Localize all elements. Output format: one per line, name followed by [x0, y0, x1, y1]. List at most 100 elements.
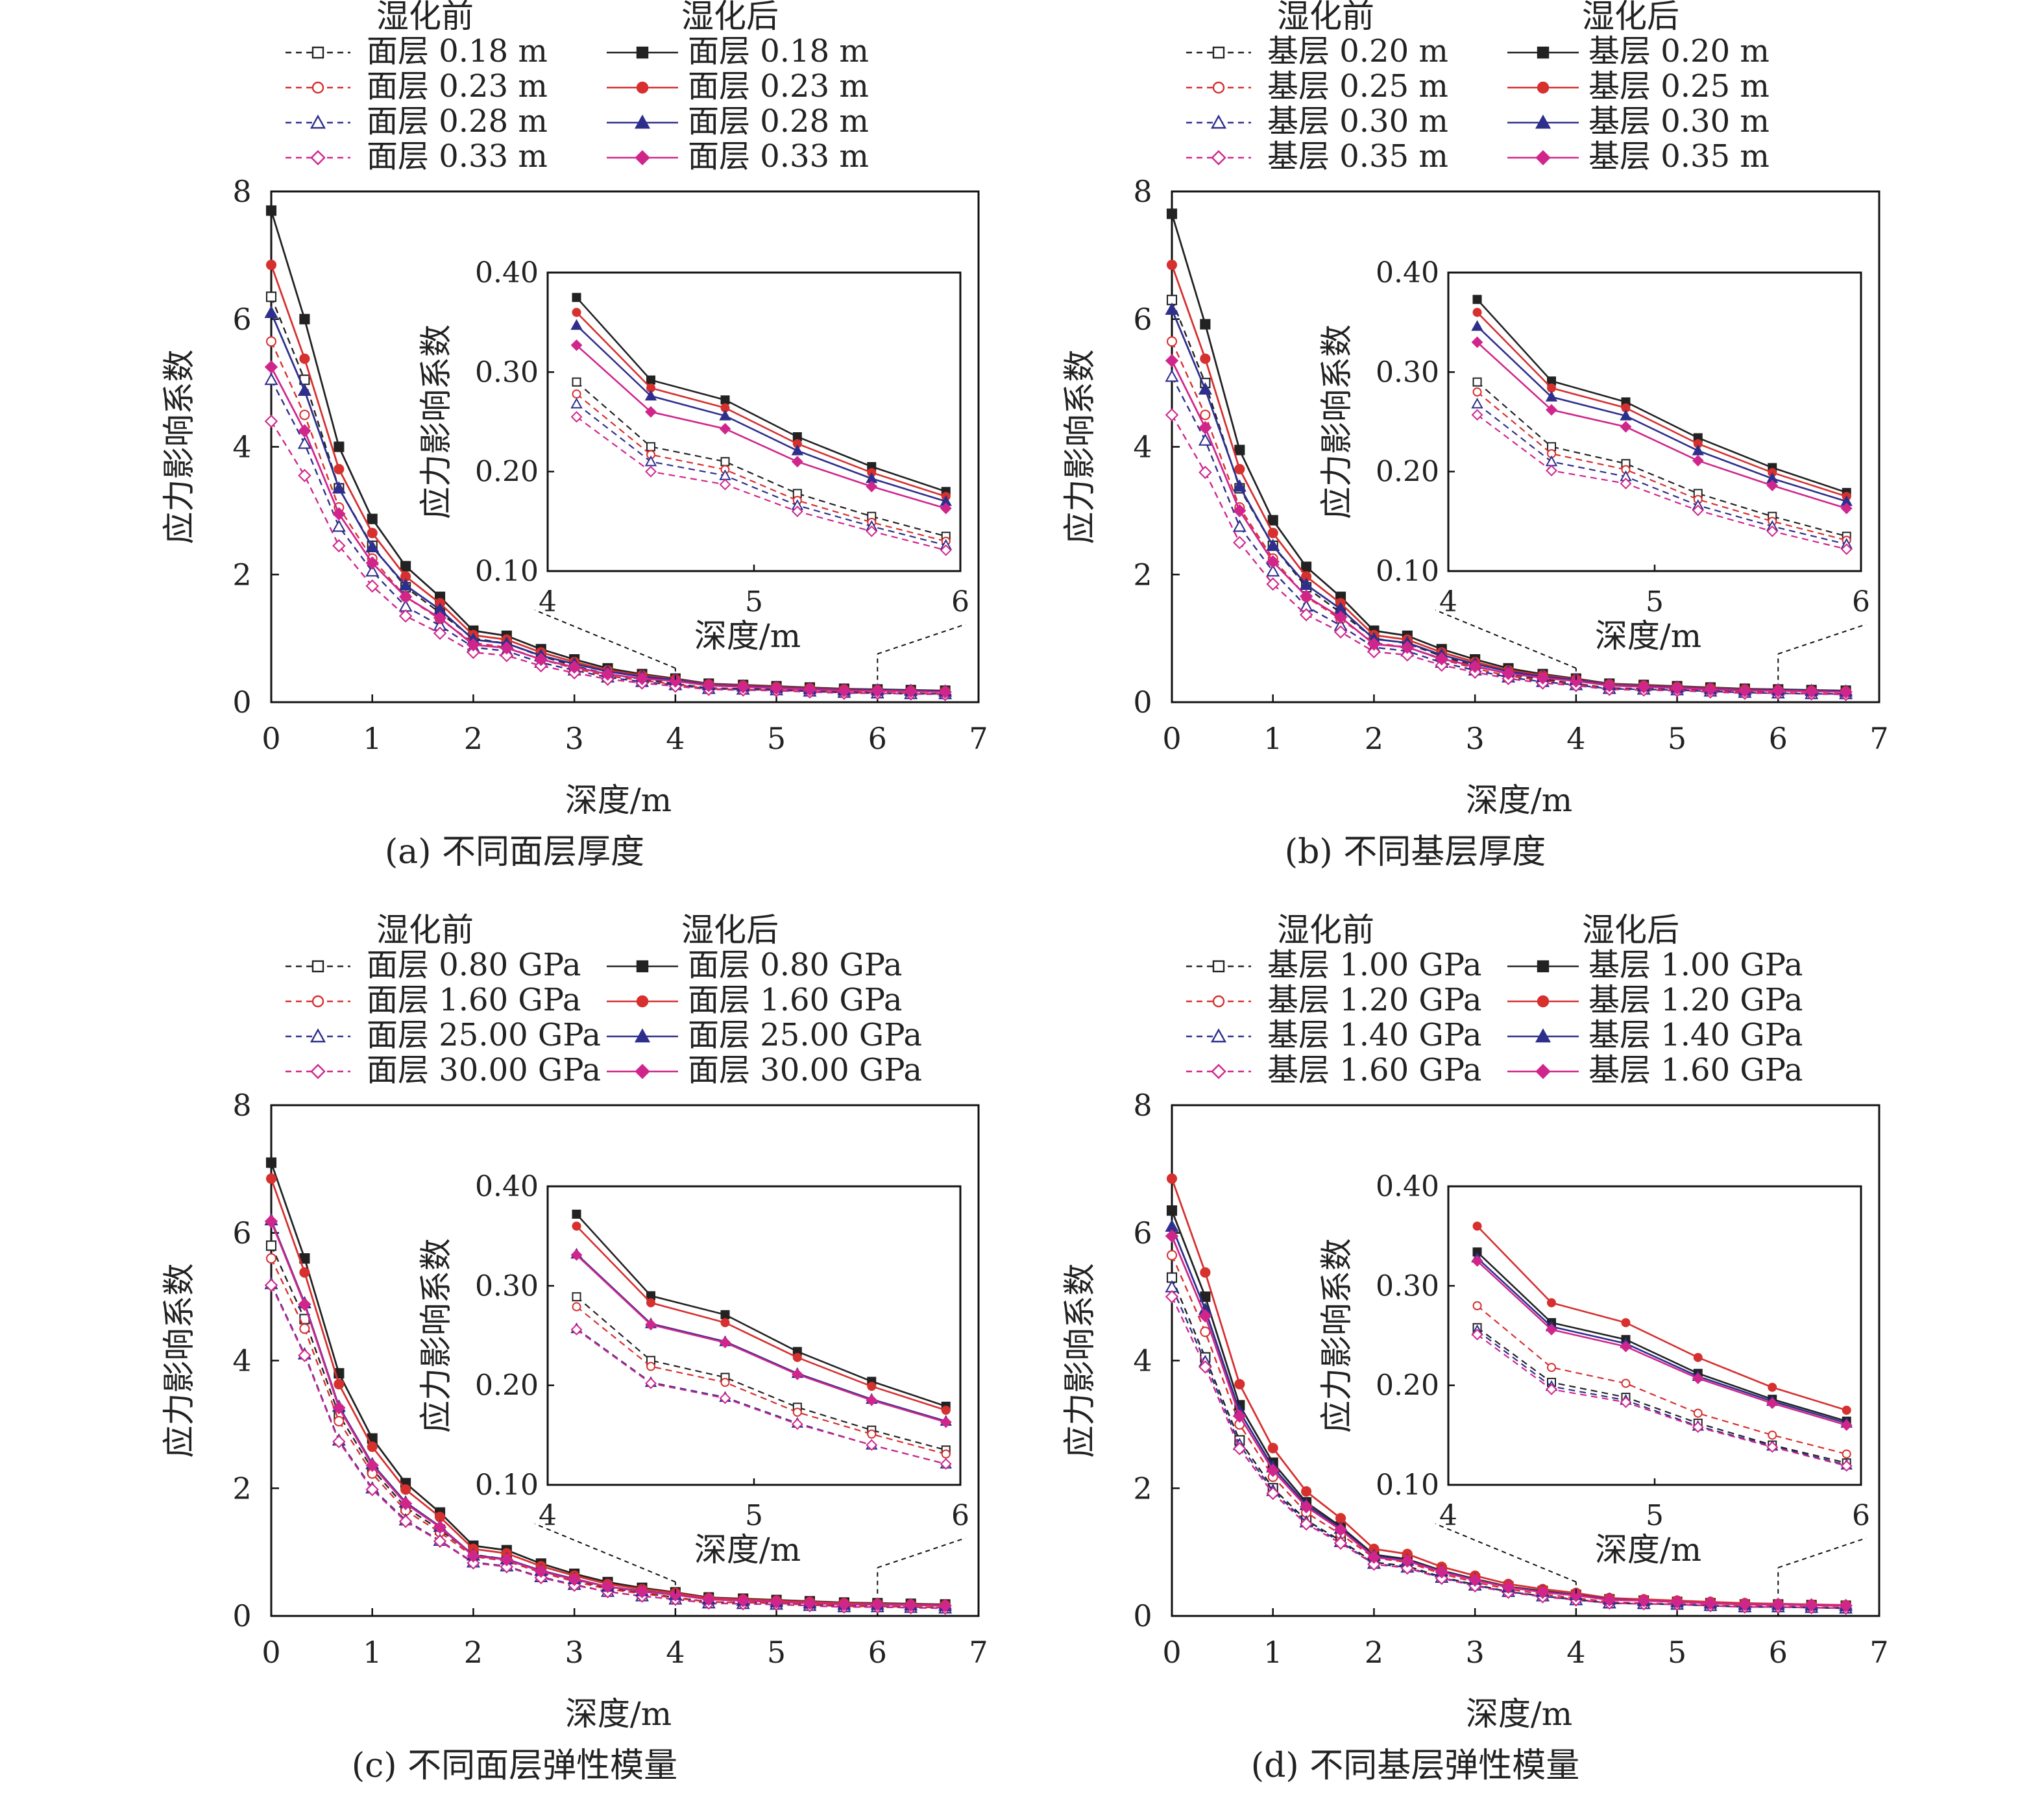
legend-label-before: 基层 1.20 GPa	[1267, 982, 1482, 1018]
data-point	[500, 1553, 514, 1567]
legend-label-before: 面层 0.28 m	[367, 103, 548, 140]
inset-data-point	[1692, 454, 1704, 467]
data-point	[298, 424, 311, 438]
data-point	[1166, 260, 1178, 271]
data-point	[265, 336, 277, 347]
inset-data-point	[572, 1221, 581, 1231]
inset-y-tick-label: 0.10	[1376, 555, 1439, 588]
data-point	[1839, 685, 1853, 699]
inset-data-point	[792, 1352, 802, 1362]
inset-y-tick-label: 0.30	[475, 1269, 539, 1302]
inset-data-point	[791, 456, 803, 468]
legend-header-before: 湿化前	[1277, 911, 1374, 949]
inset-series-line	[1476, 1257, 1847, 1424]
x-tick-label: 3	[1466, 721, 1485, 756]
data-point	[1198, 1360, 1212, 1374]
inset-y-tick-label: 0.40	[1376, 1170, 1439, 1203]
inset-x-axis-label: 深度/m	[1595, 617, 1701, 655]
inset-y-tick-label: 0.40	[1376, 256, 1439, 289]
inset-data-point	[866, 1439, 878, 1451]
inset-series-line	[576, 393, 947, 543]
data-point	[265, 260, 277, 271]
data-point	[365, 579, 379, 593]
data-point	[1165, 1229, 1179, 1243]
data-point	[1333, 1522, 1348, 1537]
inset-series-line	[576, 312, 947, 498]
inset-x-axis-label: 深度/m	[694, 617, 801, 655]
data-point	[534, 1564, 548, 1578]
data-point	[400, 561, 411, 572]
inset-series-line	[576, 297, 947, 493]
data-point	[500, 648, 514, 663]
data-point	[837, 1598, 851, 1611]
data-point	[567, 660, 581, 674]
zoom-guide	[1777, 624, 1867, 655]
data-point	[803, 683, 817, 696]
legend-marker-after	[1535, 1064, 1551, 1079]
inset-data-point	[1472, 387, 1482, 397]
legend-label-before: 基层 1.40 GPa	[1267, 1017, 1482, 1053]
y-tick-label: 6	[1133, 1216, 1152, 1251]
inset-chart: 4 5 6 0.10 0.20 0.30 0.40 深度/m 应力影响系数	[1318, 256, 1870, 655]
legend-marker-after	[1537, 46, 1550, 59]
data-point	[365, 1482, 379, 1497]
x-tick-label: 3	[1466, 1635, 1485, 1670]
inset-data-point	[645, 406, 657, 418]
series-after-3	[1165, 1229, 1853, 1613]
data-point	[1468, 659, 1482, 674]
inset-series-line	[576, 1328, 947, 1465]
inset-x-tick-label: 4	[539, 1499, 557, 1532]
inset-data-point	[570, 411, 583, 423]
inset-x-tick-label: 6	[951, 585, 969, 618]
inset-data-point	[646, 442, 655, 452]
legend-marker-before	[311, 995, 324, 1008]
y-tick-label: 0	[1133, 1598, 1152, 1633]
data-point	[433, 611, 447, 625]
inset-x-axis-label: 深度/m	[694, 1531, 801, 1569]
data-point	[264, 1278, 278, 1292]
data-point	[299, 410, 310, 421]
legend-label-before: 基层 1.60 GPa	[1267, 1052, 1482, 1088]
legend-marker-before	[1210, 1028, 1227, 1043]
data-point	[1266, 539, 1280, 552]
data-point	[668, 1588, 683, 1602]
data-point	[1233, 504, 1247, 518]
inset-data-point	[1620, 478, 1632, 489]
series-after-3	[264, 360, 952, 699]
data-point	[871, 684, 884, 698]
data-point	[1200, 1267, 1211, 1278]
data-point	[702, 679, 716, 692]
data-point	[1367, 1558, 1381, 1571]
inset-y-tick-label: 0.10	[475, 1469, 539, 1502]
inset-y-tick-label: 0.30	[1376, 356, 1439, 389]
legend-label-after: 基层 0.35 m	[1588, 138, 1770, 175]
data-point	[1367, 637, 1381, 651]
data-point	[1166, 1250, 1178, 1261]
y-tick-label: 2	[232, 557, 251, 592]
inset-data-point	[1693, 1408, 1703, 1418]
x-tick-label: 4	[1566, 1635, 1585, 1670]
inset-data-point	[570, 319, 583, 330]
inset-data-point	[791, 444, 803, 456]
data-point	[938, 685, 952, 699]
inset-data-point	[570, 339, 583, 351]
inset-x-tick-label: 6	[1852, 1499, 1870, 1532]
data-point	[398, 609, 413, 623]
inset-x-tick-label: 5	[1646, 1499, 1664, 1532]
data-point	[433, 1534, 447, 1548]
data-point	[334, 1415, 345, 1427]
inset-data-point	[572, 1292, 581, 1302]
x-axis-label: 深度/m	[1466, 781, 1572, 819]
data-point	[467, 1549, 480, 1563]
inset-x-tick-label: 4	[1439, 1499, 1457, 1532]
x-tick-label: 5	[1668, 721, 1686, 756]
data-point	[299, 1323, 310, 1334]
data-point	[265, 1240, 277, 1251]
data-point	[1198, 421, 1212, 435]
x-tick-label: 0	[262, 721, 280, 756]
inset-series-after-1	[572, 1221, 951, 1415]
data-point	[400, 1484, 411, 1495]
inset-data-point	[646, 1362, 655, 1371]
data-point	[601, 667, 614, 681]
